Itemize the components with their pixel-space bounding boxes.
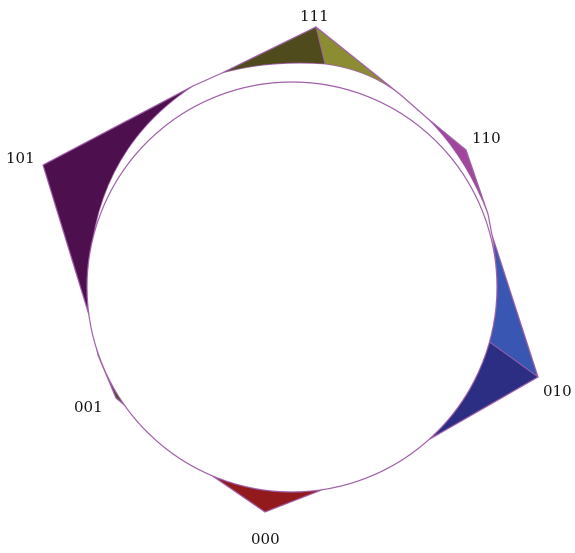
vertex-label-010: 010 [543, 382, 572, 400]
vertex-label-001: 001 [74, 398, 103, 416]
inner-circle [86, 81, 498, 493]
outer-edges [42, 26, 539, 513]
vertex-label-110: 110 [472, 129, 501, 147]
vertex-label-000: 000 [251, 530, 280, 548]
vertex-label-111: 111 [300, 7, 329, 25]
vertex-label-101: 101 [6, 149, 35, 167]
